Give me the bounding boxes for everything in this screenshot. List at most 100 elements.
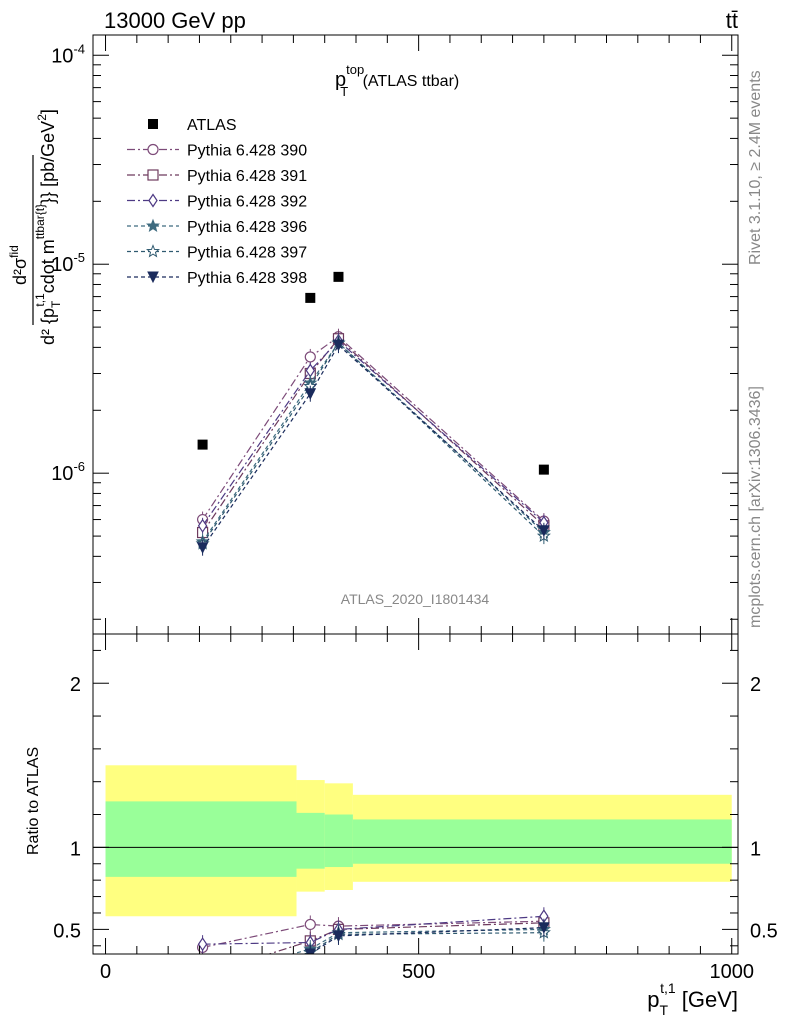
legend-marker (146, 244, 160, 258)
ylabel-den-rest: cdot m (38, 239, 58, 293)
main-series-point (538, 525, 550, 537)
process-label: tt̄ (726, 8, 738, 33)
ylabel-numerator-sup: fid (7, 245, 21, 258)
ylabel-den-sup: t,1 (33, 293, 47, 307)
ratio-y-tick-label-left: 1 (70, 838, 81, 860)
main-series-point (304, 351, 316, 363)
legend-entry-1: Pythia 6.428 391 (127, 168, 307, 185)
rivet-version-label: Rivet 3.1.10, ≥ 2.4M events (747, 70, 764, 265)
ratio-y-tick-label-right: 2 (750, 674, 761, 696)
ratio-series-point (198, 970, 208, 980)
ratio-series-point (197, 937, 208, 952)
mcplots-label: mcplots.cern.ch [arXiv:1306.3436] (747, 386, 764, 628)
ratio-series-line-5 (307, 927, 544, 954)
legend-entry-3: Pythia 6.428 396 (127, 218, 307, 236)
x-tick-label: 0 (100, 961, 111, 983)
ylabel-den-unit-sup: 2 (35, 114, 49, 121)
main-panel: 10-6 10-5 10-4 ptop T (ATLAS ttbar) ATLAS_2… (7, 34, 739, 635)
ratio-y-tick-label-left: 2 (70, 674, 81, 696)
atlas-data-point (538, 464, 549, 475)
main-title-p: p (335, 69, 346, 91)
ratio-series-point (304, 948, 317, 954)
xlabel-p: p (647, 987, 659, 1012)
ratio-panel-frame (92, 633, 739, 955)
ratio-series-point (538, 922, 550, 934)
main-series-line-3 (202, 341, 545, 543)
ylabel-numerator: d²σfid (7, 245, 30, 285)
legend: ATLAS Pythia 6.428 390 Pythia 6.428 391 Pyt… (127, 117, 307, 287)
main-series-point (304, 388, 317, 400)
ratio-series-line-2 (202, 915, 544, 945)
ratio-series-point (198, 977, 208, 987)
x-tick-label: 1000 (709, 961, 754, 983)
analysis-watermark: ATLAS_2020_I1801434 (341, 591, 490, 607)
ratio-series-line-4 (301, 932, 544, 954)
main-series-line-2 (202, 339, 545, 527)
atlas-data-point (333, 271, 344, 282)
legend-entry-4: Pythia 6.428 397 (127, 244, 307, 262)
atlas-data-point (197, 439, 208, 450)
ylabel-den-sub: T (49, 300, 63, 308)
ratio-series-line-3 (290, 928, 544, 954)
legend-label: Pythia 6.428 397 (187, 245, 307, 262)
main-y-axis-label: d²σfid d² {pTt,1cdot mttbar{t}}} [pb/GeV… (7, 109, 63, 345)
main-title: ptop T (ATLAS ttbar) (335, 62, 459, 99)
legend-label: Pythia 6.428 391 (187, 168, 307, 185)
legend-label: Pythia 6.428 392 (187, 194, 307, 211)
legend-marker (147, 169, 159, 181)
ratio-series-point (197, 973, 208, 984)
legend-marker (146, 218, 160, 233)
ratio-series-point (197, 973, 208, 984)
uncertainty-band-stat (296, 812, 325, 869)
ratio-y-axis-label: Ratio to ATLAS (25, 747, 42, 855)
energy-label: 13000 GeV pp (104, 8, 246, 33)
main-series-line-5 (202, 344, 545, 549)
main-series-point (196, 542, 209, 554)
ratio-panel: 0.5 0.5 1 1 2 2 0 500 1000 Ratio to ATLAS pTt,1… (25, 633, 778, 1018)
atlas-data-point (305, 292, 316, 303)
uncertainty-band-stat (352, 819, 732, 864)
legend-label: Pythia 6.428 398 (187, 270, 307, 287)
legend-label: Pythia 6.428 390 (187, 143, 307, 160)
ratio-series-line-0 (202, 920, 544, 948)
ratio-y-tick-label-right: 0.5 (750, 920, 778, 942)
main-y-tick-label: 10-4 (51, 41, 85, 67)
xlabel-unit: [GeV] (676, 987, 738, 1012)
ylabel-denominator: d² {pTt,1cdot mttbar{t}}} [pb/GeV2] (33, 109, 63, 345)
legend-marker (147, 143, 159, 156)
main-title-sup: top (346, 62, 364, 77)
ylabel-den-end: }} [pb/GeV (38, 121, 58, 204)
ylabel-den-close: ] (38, 109, 58, 114)
ratio-series-point (332, 930, 345, 943)
legend-marker (148, 193, 158, 208)
ylabel-den-sup2: ttbar{t} (33, 204, 47, 239)
legend-entry-2: Pythia 6.428 392 (127, 193, 307, 211)
legend-entry-5: Pythia 6.428 398 (127, 270, 307, 287)
legend-marker (148, 119, 158, 129)
uncertainty-band-stat (324, 814, 353, 868)
main-y-tick-label: 10-5 (51, 250, 85, 276)
ylabel-den-1: d² {p (38, 308, 58, 345)
ylabel-numerator-text: d²σ (10, 258, 30, 285)
ratio-series-line-1 (267, 922, 544, 954)
main-series-line-0 (202, 335, 545, 522)
xlabel-sup: t,1 (660, 980, 676, 996)
legend-marker (147, 271, 159, 284)
main-series-point (197, 518, 208, 533)
ratio-y-tick-label-left: 0.5 (53, 920, 81, 942)
ratio-y-tick-label-right: 1 (750, 838, 761, 860)
main-title-sub: T (340, 84, 348, 99)
xlabel-sub: T (660, 1002, 669, 1018)
x-axis-label: pTt,1 [GeV] (647, 980, 738, 1018)
x-tick-label: 500 (402, 961, 435, 983)
main-series-line-4 (202, 341, 545, 545)
legend-label: ATLAS (187, 117, 237, 134)
ratio-series-point (304, 918, 316, 931)
main-series-point (332, 339, 345, 352)
uncertainty-band-stat (105, 801, 297, 877)
main-y-tick-label: 10-6 (51, 459, 85, 485)
legend-entry-atlas: ATLAS (148, 117, 237, 134)
legend-label: Pythia 6.428 396 (187, 219, 307, 236)
main-title-rest: (ATLAS ttbar) (358, 73, 459, 90)
